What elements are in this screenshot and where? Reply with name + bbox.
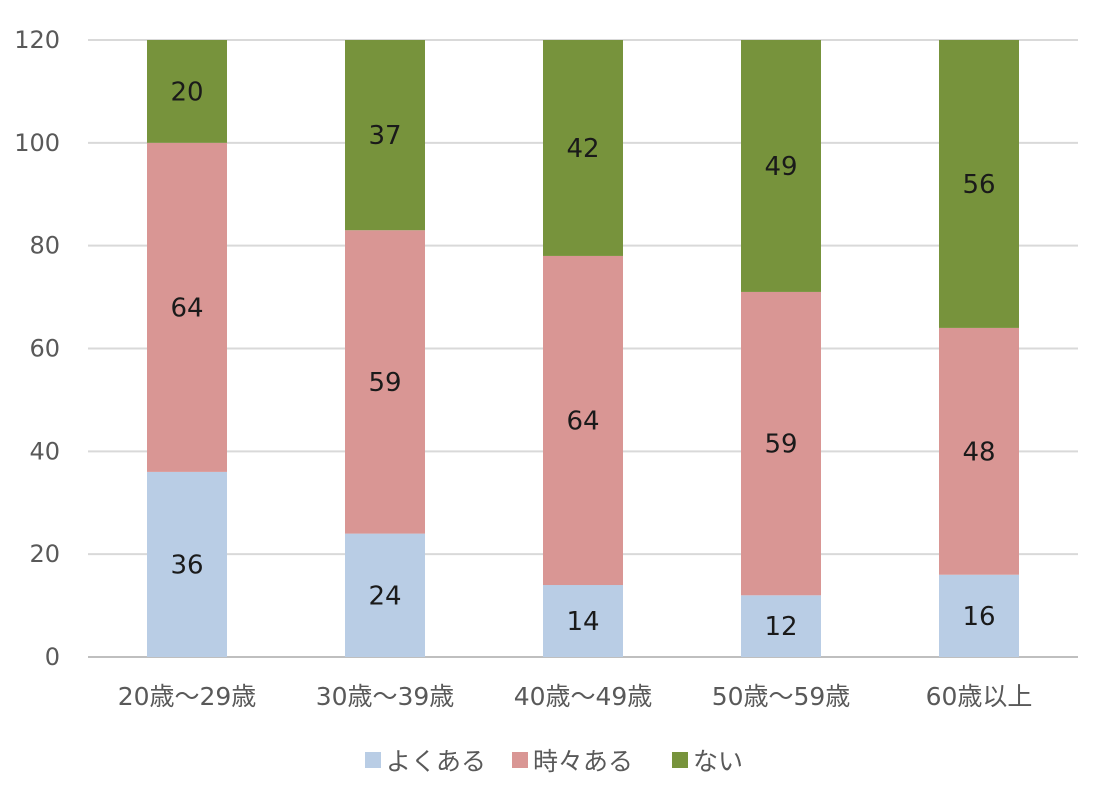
x-category-label: 20歳～29歳: [118, 682, 257, 711]
bar-segment: [345, 230, 425, 534]
x-category-label: 60歳以上: [926, 682, 1033, 711]
y-tick-label: 20: [29, 540, 60, 568]
data-labels: 36 64 20 24 59 37 14 64 42 12 59 49 16 48 56: [170, 77, 995, 642]
x-axis-categories: 20歳～29歳 30歳～39歳 40歳～49歳 50歳～59歳 60歳以上: [118, 682, 1033, 711]
bar-segment: [741, 595, 821, 657]
bar-segment: [939, 574, 1019, 657]
data-label: 59: [368, 368, 401, 398]
y-tick-label: 120: [14, 26, 60, 54]
legend-swatch: [512, 752, 528, 768]
legend-label: よくある: [386, 747, 486, 776]
data-label: 14: [566, 607, 599, 637]
data-label: 49: [764, 152, 797, 182]
x-category-label: 40歳～49歳: [514, 682, 653, 711]
y-tick-label: 60: [29, 335, 60, 363]
bar-segment: [543, 40, 623, 256]
legend: よくある 時々ある ない: [365, 747, 743, 776]
data-label: 12: [764, 612, 797, 642]
y-tick-label: 100: [14, 129, 60, 157]
bar-segment: [147, 142, 227, 472]
y-tick-label: 40: [29, 437, 60, 465]
data-label: 64: [566, 406, 599, 436]
legend-label: ない: [693, 747, 743, 776]
bar-segment: [543, 255, 623, 586]
bar-segment: [939, 327, 1019, 575]
data-label: 24: [368, 581, 401, 611]
data-label: 37: [368, 121, 401, 151]
bar-segment: [543, 585, 623, 657]
bar-segment: [741, 291, 821, 596]
legend-swatch: [365, 752, 381, 768]
bar-segment: [345, 533, 425, 657]
bar-segment: [345, 40, 425, 231]
data-label: 48: [962, 437, 995, 467]
bar-segment: [147, 40, 227, 143]
legend-swatch: [672, 752, 688, 768]
legend-label: 時々ある: [533, 747, 633, 776]
data-label: 20: [170, 77, 203, 107]
y-tick-label: 0: [45, 643, 60, 671]
bar-segment: [147, 471, 227, 657]
data-label: 16: [962, 602, 995, 632]
x-category-label: 50歳～59歳: [712, 682, 851, 711]
data-label: 59: [764, 430, 797, 460]
x-category-label: 30歳～39歳: [316, 682, 455, 711]
data-label: 42: [566, 134, 599, 164]
y-tick-label: 80: [29, 232, 60, 260]
bars: [147, 40, 1019, 657]
bar-segment: [741, 40, 821, 292]
data-label: 64: [170, 293, 203, 323]
y-axis-ticks: 0 20 40 60 80 100 120: [14, 26, 60, 671]
data-label: 56: [962, 170, 995, 200]
bar-segment: [939, 40, 1019, 328]
data-label: 36: [170, 550, 203, 580]
